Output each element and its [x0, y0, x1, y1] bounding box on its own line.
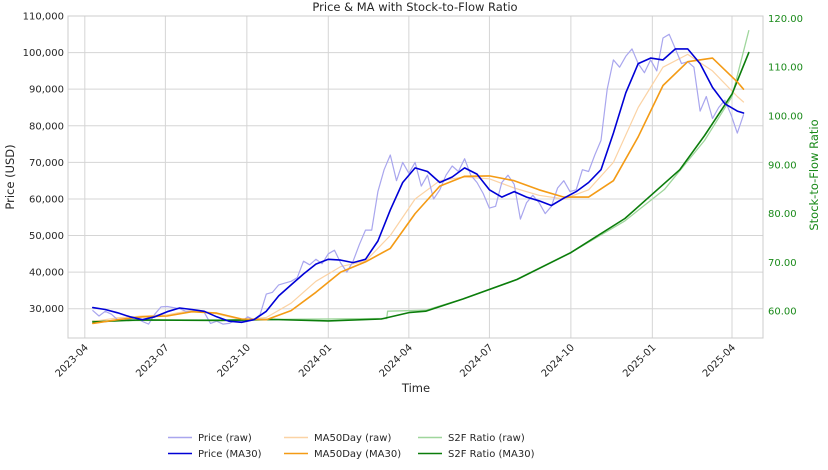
y-left-tick-label: 50,000	[29, 231, 64, 242]
y-axis-left-label: Price (USD)	[3, 144, 17, 209]
y-right-tick-label: 90.00	[768, 160, 797, 171]
x-axis-label: Time	[401, 381, 430, 395]
legend: Price (raw) Price (MA30) MA50Day (raw) MA50…	[168, 433, 535, 460]
legend-label: S2F Ratio (raw)	[448, 433, 525, 444]
series-line-ma50day-ma30	[92, 57, 745, 325]
chart-title: Price & MA with Stock-to-Flow Ratio	[312, 0, 517, 14]
y-right-tick-label: 120.00	[768, 14, 803, 25]
y-left-tick-label: 30,000	[29, 304, 64, 315]
y-left-tick-label: 70,000	[29, 158, 64, 169]
legend-label: Price (raw)	[198, 433, 252, 444]
y-left-tick-label: 90,000	[29, 85, 64, 96]
y-right-tick-label: 80.00	[768, 209, 797, 220]
series-lines	[92, 29, 750, 325]
y-axis-right-label: Stock-to-Flow Ratio	[807, 119, 821, 230]
y-left-tick-label: 110,000	[23, 12, 64, 23]
y-left-tick-label: 40,000	[29, 268, 64, 279]
series-line-price-ma30	[92, 48, 745, 324]
legend-label: S2F Ratio (MA30)	[448, 449, 535, 460]
plot-frame	[67, 15, 764, 339]
y-right-tick-label: 70.00	[768, 258, 797, 269]
y-left-tick-label: 80,000	[29, 121, 64, 132]
legend-label: MA50Day (raw)	[314, 433, 391, 444]
y-right-tick-label: 60.00	[768, 307, 797, 318]
y-left-tick-label: 100,000	[23, 48, 64, 59]
legend-label: MA50Day (MA30)	[314, 449, 401, 460]
y-left-tick-label: 60,000	[29, 194, 64, 205]
y-right-tick-label: 110.00	[768, 63, 803, 74]
legend-label: Price (MA30)	[198, 449, 262, 460]
y-right-tick-label: 100.00	[768, 112, 803, 123]
